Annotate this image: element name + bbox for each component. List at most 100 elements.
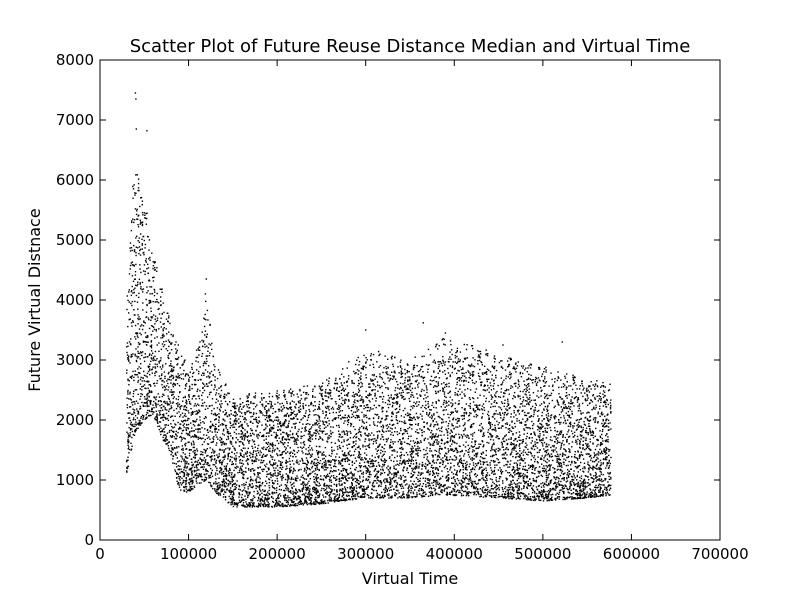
data-point — [159, 321, 162, 323]
data-point — [443, 434, 445, 436]
data-point — [543, 402, 546, 404]
data-point — [371, 465, 373, 468]
data-point — [333, 499, 336, 501]
data-point — [594, 471, 597, 474]
data-point — [315, 432, 317, 435]
data-point — [421, 415, 423, 417]
data-point — [317, 495, 319, 497]
data-point — [455, 491, 457, 493]
data-point — [594, 454, 596, 456]
data-point — [171, 368, 173, 370]
data-point — [458, 471, 461, 473]
data-point — [144, 214, 146, 216]
data-point — [372, 481, 375, 484]
data-point — [527, 480, 529, 482]
data-point — [146, 400, 148, 403]
data-point — [375, 496, 377, 498]
data-point — [408, 371, 410, 373]
data-point — [535, 486, 538, 488]
data-point — [576, 457, 579, 460]
data-point — [224, 499, 227, 501]
data-point — [363, 422, 365, 424]
data-point — [362, 493, 365, 495]
data-point — [442, 461, 444, 464]
data-point — [396, 394, 398, 397]
data-point — [575, 429, 578, 431]
data-point — [206, 448, 208, 450]
data-point — [271, 445, 274, 447]
data-point — [275, 500, 278, 502]
data-point — [365, 427, 368, 430]
data-point — [235, 484, 238, 486]
data-point — [372, 497, 374, 499]
data-point — [556, 453, 559, 455]
data-point — [378, 416, 380, 418]
data-point — [333, 469, 335, 472]
data-point — [406, 467, 409, 470]
data-point — [306, 496, 309, 499]
data-point — [318, 403, 320, 406]
data-point — [382, 480, 385, 482]
data-point — [322, 502, 324, 504]
data-point — [308, 405, 310, 407]
data-point — [291, 426, 293, 429]
data-point — [498, 476, 501, 478]
data-point — [209, 474, 211, 477]
data-point — [319, 427, 321, 430]
data-point — [544, 497, 546, 499]
data-point — [555, 487, 557, 489]
data-point — [477, 360, 479, 362]
data-point — [362, 444, 364, 446]
data-point — [448, 391, 451, 394]
data-point — [537, 470, 539, 473]
data-point — [390, 439, 392, 441]
data-point — [168, 353, 170, 355]
data-point — [465, 473, 467, 475]
data-point — [302, 407, 305, 410]
data-point — [547, 476, 549, 478]
data-point — [528, 391, 530, 393]
data-point — [546, 410, 548, 413]
data-point — [235, 407, 237, 410]
data-point — [386, 478, 388, 480]
data-point — [128, 406, 131, 408]
data-point — [308, 473, 311, 475]
data-point — [159, 404, 161, 407]
data-point — [482, 452, 485, 454]
data-point — [374, 469, 376, 471]
data-point — [537, 485, 540, 487]
data-point — [365, 472, 367, 474]
data-point — [132, 218, 134, 220]
data-point — [460, 451, 462, 453]
data-point — [302, 462, 304, 464]
data-point — [261, 393, 263, 395]
data-point — [287, 461, 289, 463]
data-point — [427, 495, 430, 497]
data-point — [174, 383, 176, 385]
data-point — [388, 487, 390, 489]
data-point — [586, 445, 588, 447]
data-point — [369, 466, 371, 468]
data-point — [185, 382, 188, 385]
data-point — [407, 495, 409, 497]
data-point — [250, 416, 252, 418]
data-point — [505, 497, 507, 500]
data-point — [481, 473, 483, 475]
data-point — [305, 478, 308, 480]
data-point — [295, 478, 297, 480]
data-point — [268, 416, 271, 419]
data-point — [355, 393, 357, 395]
data-point — [310, 503, 312, 506]
data-point — [579, 454, 581, 457]
data-point — [462, 464, 464, 467]
data-point — [395, 464, 397, 466]
data-point — [165, 438, 167, 440]
data-point — [202, 386, 204, 389]
data-point — [568, 394, 570, 396]
data-point — [558, 483, 560, 485]
data-point — [578, 439, 581, 442]
data-point — [245, 453, 247, 455]
data-point — [150, 350, 153, 352]
data-point — [431, 433, 434, 435]
data-point — [219, 424, 222, 426]
